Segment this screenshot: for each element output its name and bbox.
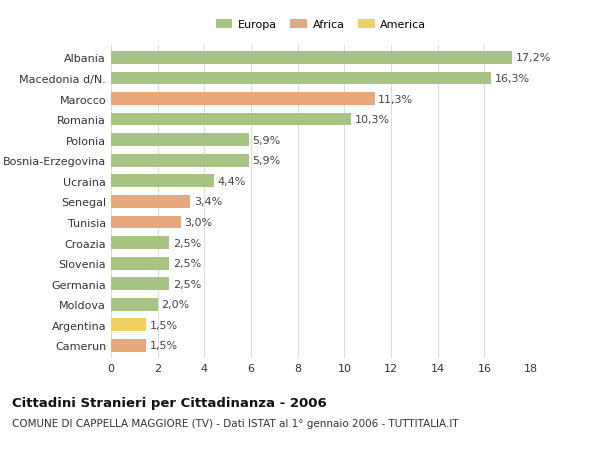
Text: 5,9%: 5,9% — [252, 135, 280, 146]
Bar — [111, 237, 169, 249]
Text: 2,5%: 2,5% — [173, 279, 201, 289]
Text: 3,4%: 3,4% — [194, 197, 222, 207]
Bar — [111, 113, 352, 126]
Text: 1,5%: 1,5% — [149, 320, 178, 330]
Bar — [111, 93, 374, 106]
Bar — [111, 175, 214, 188]
Text: COMUNE DI CAPPELLA MAGGIORE (TV) - Dati ISTAT al 1° gennaio 2006 - TUTTITALIA.IT: COMUNE DI CAPPELLA MAGGIORE (TV) - Dati … — [12, 418, 458, 428]
Text: 17,2%: 17,2% — [516, 53, 551, 63]
Text: 1,5%: 1,5% — [149, 341, 178, 351]
Bar — [111, 216, 181, 229]
Legend: Europa, Africa, America: Europa, Africa, America — [211, 16, 431, 35]
Bar — [111, 196, 190, 208]
Text: 5,9%: 5,9% — [252, 156, 280, 166]
Bar — [111, 298, 158, 311]
Bar — [111, 278, 169, 291]
Text: 16,3%: 16,3% — [495, 74, 530, 84]
Bar — [111, 155, 248, 167]
Text: 2,0%: 2,0% — [161, 300, 190, 310]
Text: 4,4%: 4,4% — [217, 176, 245, 186]
Bar — [111, 319, 146, 331]
Text: 3,0%: 3,0% — [185, 218, 212, 228]
Bar — [111, 52, 512, 65]
Text: 2,5%: 2,5% — [173, 238, 201, 248]
Text: 10,3%: 10,3% — [355, 115, 390, 125]
Bar — [111, 339, 146, 352]
Text: Cittadini Stranieri per Cittadinanza - 2006: Cittadini Stranieri per Cittadinanza - 2… — [12, 396, 327, 409]
Bar — [111, 73, 491, 85]
Bar — [111, 257, 169, 270]
Text: 11,3%: 11,3% — [378, 94, 413, 104]
Bar — [111, 134, 248, 147]
Text: 2,5%: 2,5% — [173, 258, 201, 269]
